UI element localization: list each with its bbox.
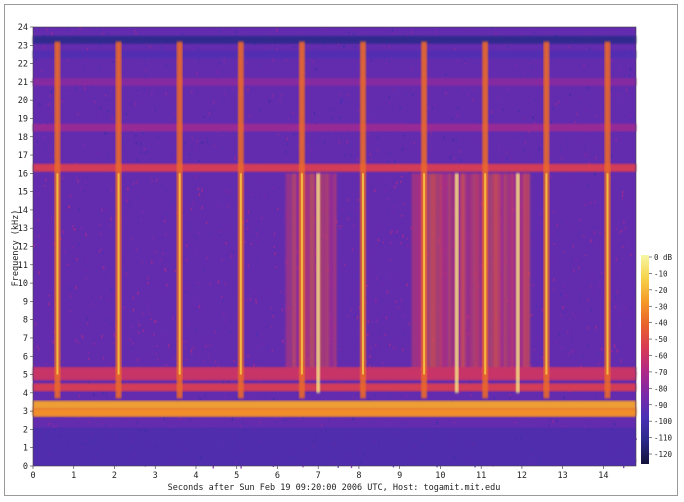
sferic-5.1s <box>237 41 244 399</box>
colorbar-tick-label: -110 <box>654 434 673 443</box>
diffuse-emission-0 <box>285 173 337 370</box>
y-tick-label: 9 <box>23 297 28 307</box>
y-tick-label: 11 <box>18 261 28 271</box>
colorbar: 0 dB -10 -20 -30 -40 -50 -60 -70 -80 -90 -100 -110 -… <box>641 253 673 464</box>
band-4.9khz <box>33 372 636 381</box>
sferic-6.6s <box>298 41 305 399</box>
x-tick-label: 3 <box>153 471 158 481</box>
sferic-8.1s <box>360 41 366 399</box>
x-tick-label: 8 <box>356 471 361 481</box>
x-tick-label: 4 <box>193 471 198 481</box>
sferic-9.6s <box>421 41 428 399</box>
x-tick-label: 10 <box>435 471 445 481</box>
x-tick-label: 11 <box>476 471 486 481</box>
colorbar-tick-label: -90 <box>654 401 668 410</box>
sferic-14.1s <box>604 41 611 399</box>
y-tick-label: 15 <box>18 188 28 198</box>
colorbar-tick-label: -100 <box>654 417 673 426</box>
y-tick-label: 22 <box>18 60 28 70</box>
y-tick-label: 17 <box>18 151 28 161</box>
y-tick-label: 7 <box>23 334 28 344</box>
tweek-7s <box>316 173 321 393</box>
y-tick-label: 16 <box>18 169 28 179</box>
band-21khz <box>33 77 636 86</box>
sferic-0.6s <box>54 41 61 399</box>
figure-frame <box>4 4 678 496</box>
tweek-11.9s <box>515 173 520 393</box>
x-tick-label: 2 <box>112 471 117 481</box>
band-3.35khz <box>33 400 636 409</box>
x-tick-label: 13 <box>558 471 568 481</box>
x-tick-label: 0 <box>30 471 35 481</box>
colorbar-tick-label: -30 <box>654 302 668 311</box>
colorbar-tick-label: -50 <box>654 335 668 344</box>
y-tick-label: 4 <box>23 389 28 399</box>
y-tick-label: 5 <box>23 371 28 381</box>
band-4.3khz <box>33 383 636 392</box>
y-tick-label: 23 <box>18 41 28 51</box>
band-2.9khz <box>33 409 636 417</box>
colorbar-tick-label: -80 <box>654 384 668 393</box>
x-tick-label: 7 <box>316 471 321 481</box>
y-tick-label: 14 <box>18 206 28 216</box>
x-tick-label: 14 <box>598 471 608 481</box>
band-22.5khz <box>33 50 636 59</box>
x-tick-label: 6 <box>275 471 280 481</box>
y-tick-label: 18 <box>18 133 28 143</box>
band-18.5khz <box>33 123 636 132</box>
y-tick-label: 24 <box>18 23 28 33</box>
x-axis: 0 1 2 3 4 5 6 7 8 9 10 11 12 13 14 <box>30 466 609 481</box>
colorbar-tick-label: -10 <box>654 269 668 278</box>
x-axis-label: Seconds after Sun Feb 19 09:20:00 2006 U… <box>168 483 501 493</box>
y-tick-label: 2 <box>23 425 28 435</box>
y-tick-label: 21 <box>18 78 28 88</box>
x-tick-label: 1 <box>71 471 76 481</box>
sferic-3.6s <box>176 41 183 399</box>
y-tick-label: 6 <box>23 352 28 362</box>
low-frequency-region <box>33 427 636 466</box>
sferic-2.1s <box>115 41 122 399</box>
sferic-12.6s <box>543 41 550 399</box>
colorbar-tick-label: 0 dB <box>654 253 673 262</box>
band-16.3khz <box>33 163 636 172</box>
colorbar-tick-label: -20 <box>654 286 668 295</box>
band-23.3khz <box>33 35 636 44</box>
x-tick-label: 9 <box>397 471 402 481</box>
band-5.2khz <box>33 366 636 375</box>
x-tick-label: 5 <box>234 471 239 481</box>
y-tick-label: 13 <box>18 224 28 234</box>
x-tick-label: 12 <box>517 471 527 481</box>
y-tick-label: 19 <box>18 114 28 124</box>
colorbar-tick-label: -60 <box>654 352 668 361</box>
tweek-10.4s <box>454 173 459 393</box>
y-tick-label: 3 <box>23 407 28 417</box>
colorbar-tick-label: -70 <box>654 368 668 377</box>
y-tick-label: 1 <box>23 444 28 454</box>
y-tick-label: 8 <box>23 316 28 326</box>
y-tick-label: 0 <box>23 462 28 472</box>
colorbar-tick-label: -40 <box>654 319 668 328</box>
y-tick-label: 20 <box>18 96 28 106</box>
colorbar-gradient <box>641 255 649 464</box>
sferic-11.1s <box>482 41 489 399</box>
colorbar-tick-label: -120 <box>654 450 673 459</box>
spectrogram-plot <box>32 26 637 469</box>
y-axis-label: Frequency (kHz) <box>11 210 21 287</box>
y-tick-label: 12 <box>18 243 28 253</box>
y-tick-label: 10 <box>18 279 28 289</box>
